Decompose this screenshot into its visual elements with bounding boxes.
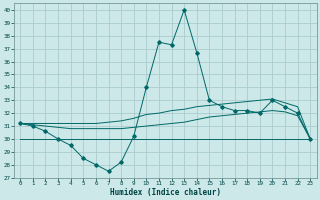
- X-axis label: Humidex (Indice chaleur): Humidex (Indice chaleur): [110, 188, 221, 197]
